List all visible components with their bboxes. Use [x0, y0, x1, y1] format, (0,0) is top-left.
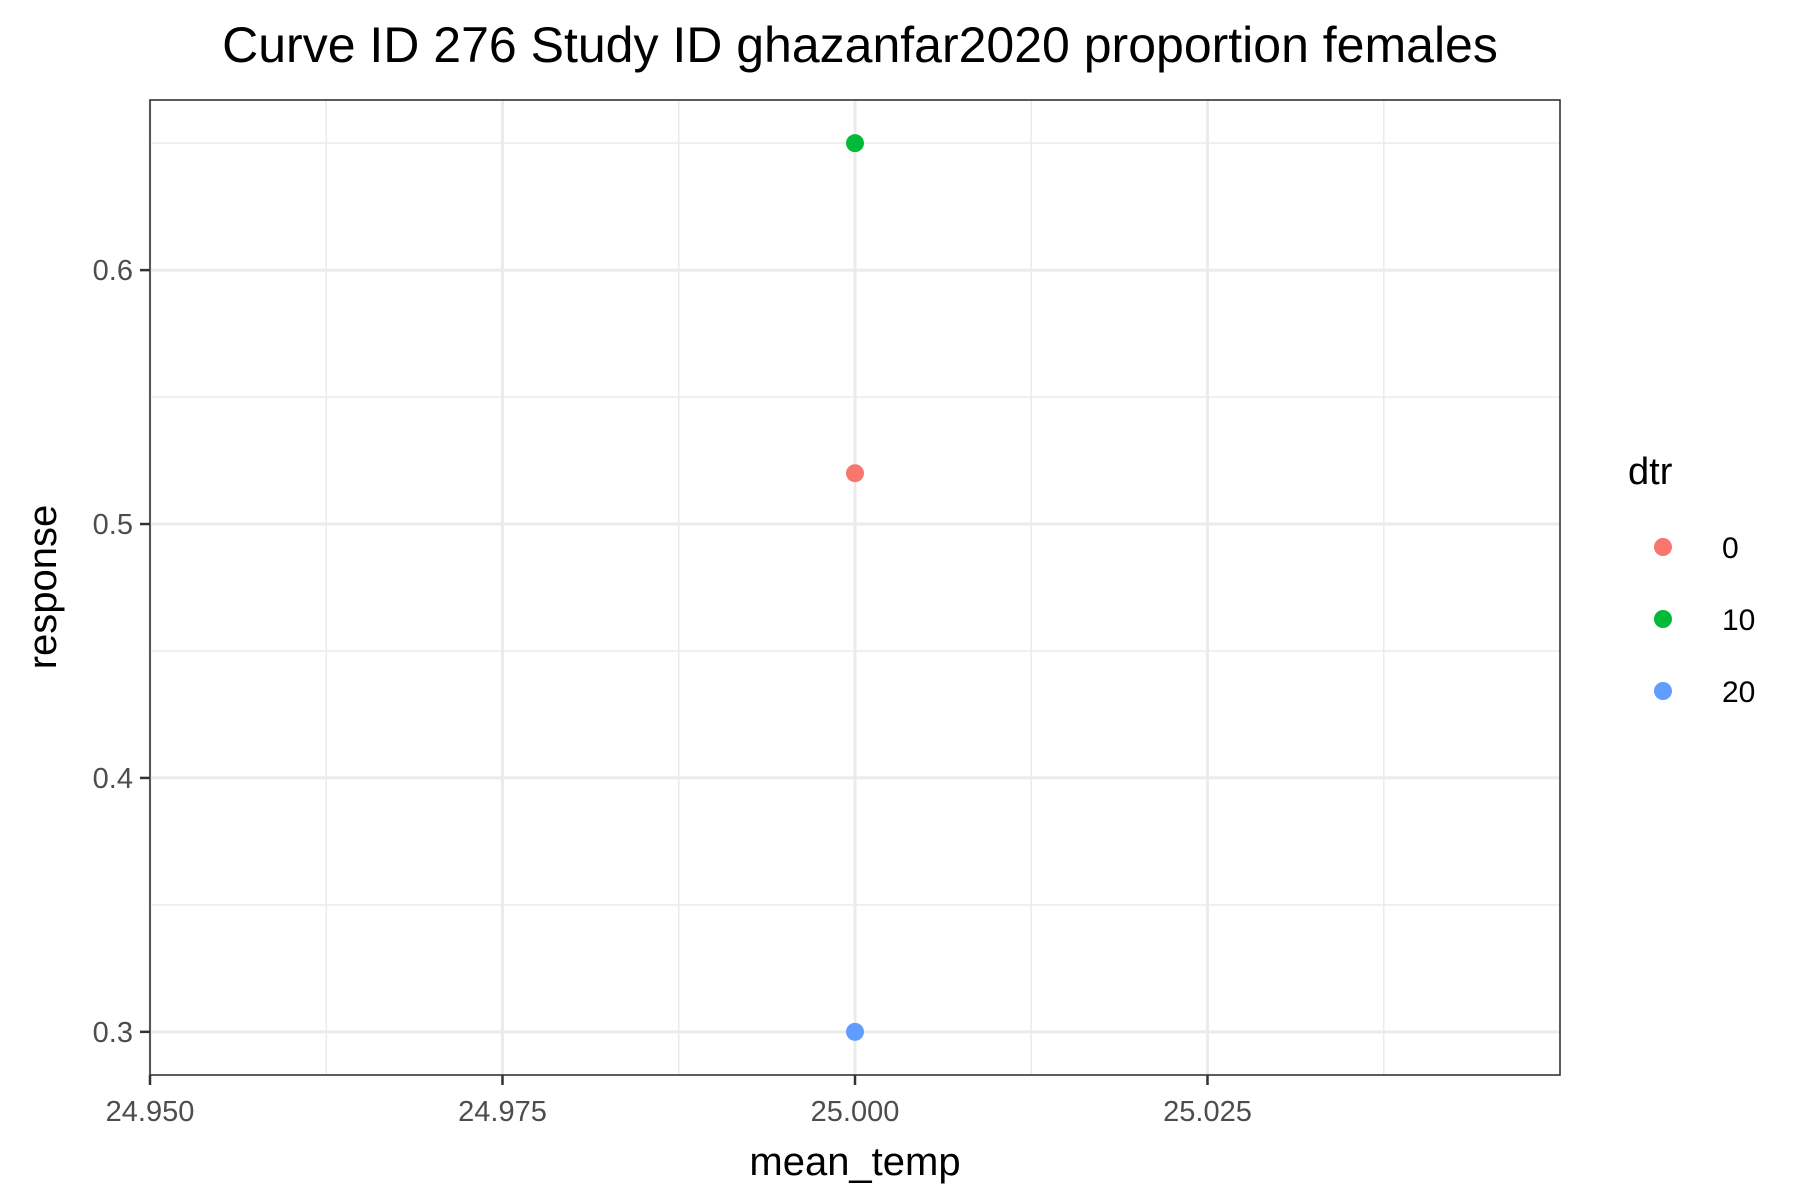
legend-label-0: 0 — [1722, 532, 1739, 565]
y-tick-label: 0.4 — [93, 763, 133, 795]
y-axis-title: response — [21, 505, 65, 670]
legend-label-20: 20 — [1722, 676, 1755, 709]
x-tick-label: 25.000 — [811, 1096, 900, 1128]
x-tick-label: 24.950 — [106, 1096, 195, 1128]
legend-key-0 — [1654, 538, 1672, 556]
data-point-dtr-20 — [846, 1022, 864, 1041]
data-point-dtr-0 — [846, 464, 864, 483]
chart-title: Curve ID 276 Study ID ghazanfar2020 prop… — [222, 17, 1498, 73]
data-points — [846, 134, 864, 1041]
y-tick-label: 0.3 — [93, 1017, 133, 1049]
data-point-dtr-10 — [846, 134, 864, 153]
axis-ticks: 24.950 24.975 25.000 25.025 0.3 0.4 0.5 0.6 — [93, 255, 1252, 1128]
grid-lines — [148, 100, 1560, 1075]
legend-label-10: 10 — [1722, 604, 1755, 637]
y-tick-label: 0.5 — [93, 509, 133, 541]
legend-key-20 — [1654, 682, 1672, 700]
y-tick-label: 0.6 — [93, 255, 133, 287]
legend-title: dtr — [1628, 451, 1673, 493]
x-axis-title: mean_temp — [749, 1140, 960, 1184]
x-tick-label: 25.025 — [1163, 1096, 1252, 1128]
legend: dtr 0 10 20 — [1628, 451, 1755, 709]
x-tick-label: 24.975 — [458, 1096, 547, 1128]
legend-key-10 — [1654, 610, 1672, 628]
